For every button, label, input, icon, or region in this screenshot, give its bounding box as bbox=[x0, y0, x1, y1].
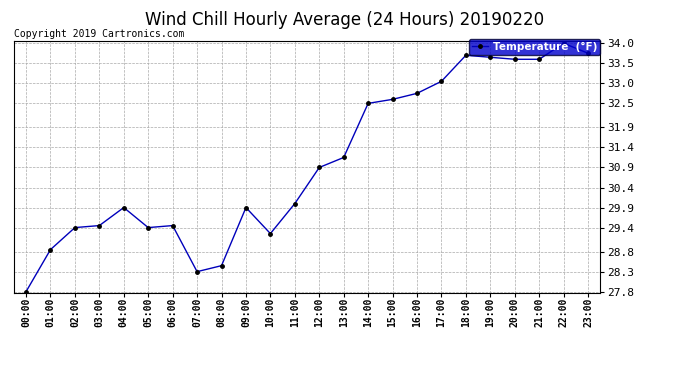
Temperature  (°F) bbox=[535, 57, 543, 62]
Temperature  (°F) bbox=[71, 225, 79, 230]
Temperature  (°F) bbox=[119, 205, 128, 210]
Temperature  (°F) bbox=[437, 79, 446, 84]
Temperature  (°F) bbox=[560, 41, 568, 45]
Text: Copyright 2019 Cartronics.com: Copyright 2019 Cartronics.com bbox=[14, 29, 184, 39]
Temperature  (°F) bbox=[266, 231, 275, 236]
Temperature  (°F) bbox=[46, 248, 55, 252]
Line: Temperature  (°F): Temperature (°F) bbox=[24, 42, 590, 293]
Temperature  (°F) bbox=[193, 269, 201, 274]
Temperature  (°F) bbox=[364, 101, 373, 106]
Temperature  (°F) bbox=[290, 201, 299, 206]
Temperature  (°F) bbox=[241, 205, 250, 210]
Temperature  (°F) bbox=[168, 224, 177, 228]
Temperature  (°F) bbox=[217, 263, 226, 268]
Temperature  (°F) bbox=[95, 224, 104, 228]
Temperature  (°F) bbox=[413, 91, 421, 96]
Legend: Temperature  (°F): Temperature (°F) bbox=[469, 39, 600, 55]
Temperature  (°F) bbox=[486, 55, 495, 60]
Temperature  (°F) bbox=[388, 97, 397, 102]
Temperature  (°F) bbox=[462, 53, 470, 57]
Temperature  (°F) bbox=[339, 155, 348, 160]
Temperature  (°F) bbox=[511, 57, 519, 62]
Temperature  (°F) bbox=[315, 165, 324, 170]
Temperature  (°F) bbox=[144, 225, 152, 230]
Text: Wind Chill Hourly Average (24 Hours) 20190220: Wind Chill Hourly Average (24 Hours) 201… bbox=[146, 11, 544, 29]
Temperature  (°F) bbox=[22, 290, 30, 294]
Temperature  (°F) bbox=[584, 51, 592, 56]
